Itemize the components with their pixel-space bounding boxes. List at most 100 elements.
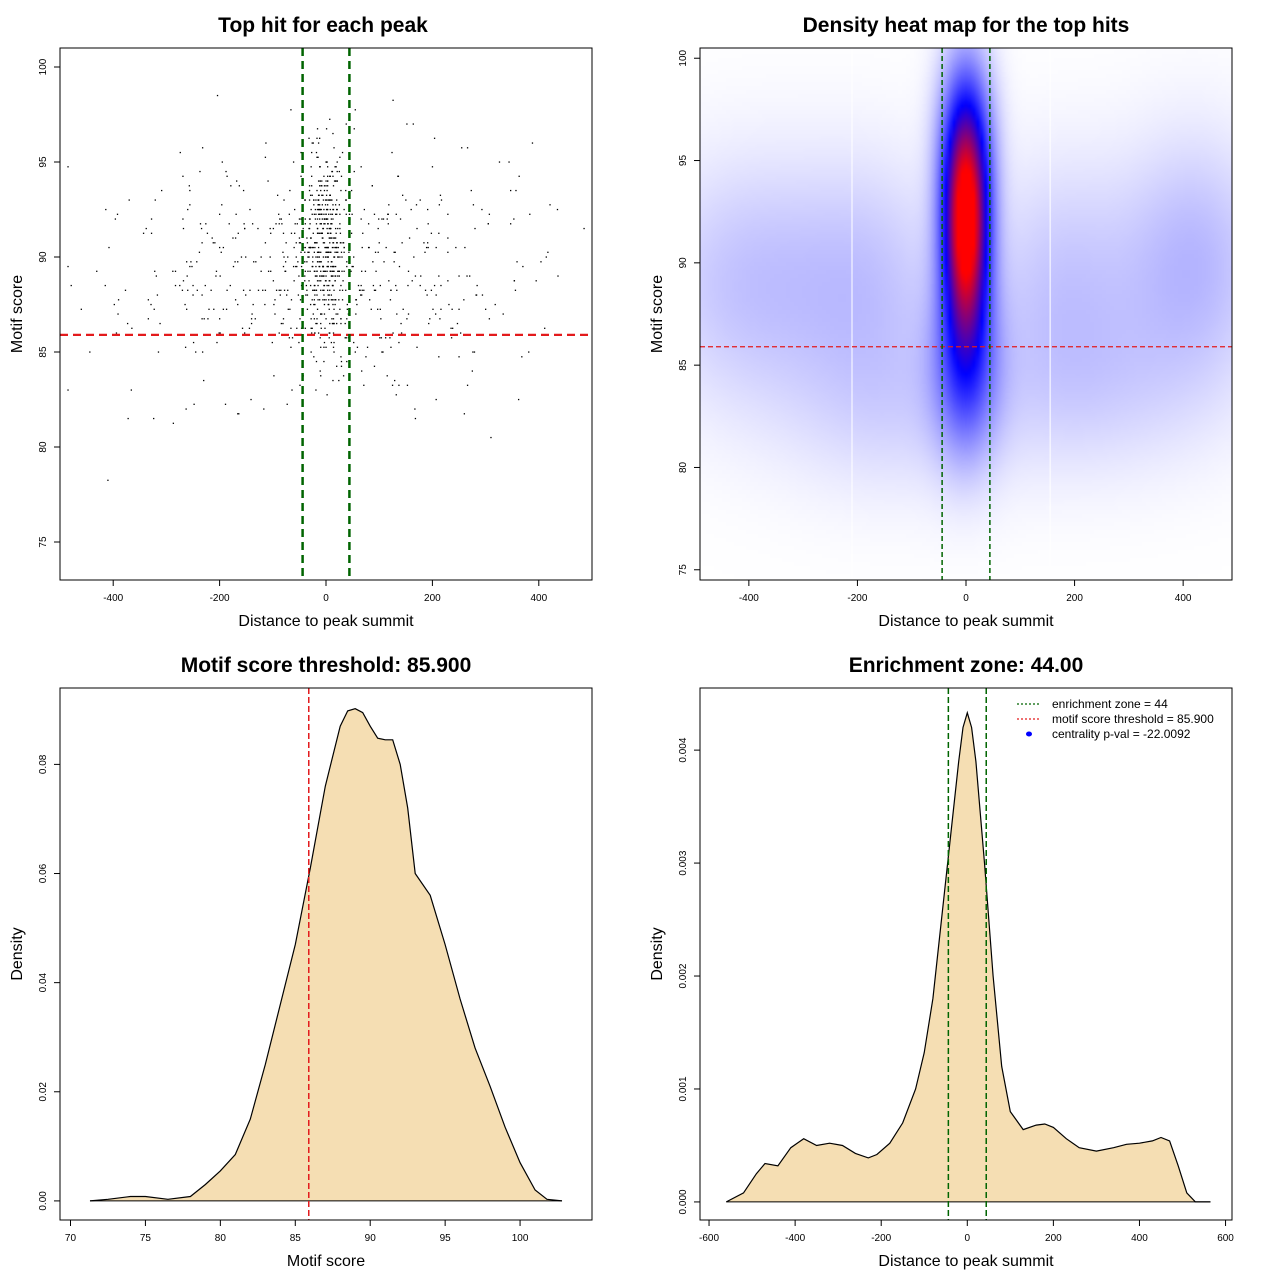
data-point <box>332 204 334 206</box>
data-point <box>373 213 376 215</box>
data-point <box>313 356 315 358</box>
data-point <box>518 175 520 177</box>
data-point <box>353 341 355 344</box>
data-point <box>315 242 317 244</box>
data-point <box>466 384 469 386</box>
data-point <box>321 213 323 215</box>
y-tick-label: 0.002 <box>678 963 689 988</box>
data-point <box>438 356 440 358</box>
y-tick-label: 85 <box>38 346 49 358</box>
data-point <box>299 299 302 301</box>
data-point <box>220 251 222 253</box>
data-point <box>272 280 275 282</box>
data-point <box>334 303 336 306</box>
data-point <box>434 313 437 315</box>
data-point <box>313 284 315 287</box>
data-point <box>296 223 298 225</box>
data-point <box>502 313 504 315</box>
data-point <box>311 327 313 329</box>
data-point <box>323 341 326 344</box>
data-point <box>117 313 119 315</box>
data-point <box>413 256 415 258</box>
data-point <box>313 318 315 320</box>
data-point <box>314 218 317 220</box>
data-point <box>329 242 331 244</box>
data-point <box>343 246 345 249</box>
data-point <box>313 199 315 201</box>
data-point <box>193 403 195 405</box>
data-point <box>154 199 156 201</box>
data-point <box>322 194 324 196</box>
y-tick-label: 0.000 <box>678 1189 689 1214</box>
data-point <box>331 199 333 201</box>
data-point <box>313 289 315 291</box>
data-point <box>80 308 82 310</box>
data-point <box>487 223 489 225</box>
y-tick-label: 0.02 <box>38 1082 49 1102</box>
data-point <box>219 246 221 249</box>
data-point <box>306 289 308 291</box>
data-point <box>257 289 260 291</box>
data-point <box>336 251 338 253</box>
data-point <box>438 275 440 277</box>
data-point <box>338 170 340 173</box>
data-point <box>230 185 232 187</box>
data-point <box>345 189 347 192</box>
data-point <box>204 284 206 287</box>
data-point <box>334 265 337 268</box>
data-point <box>308 189 311 192</box>
data-point <box>455 246 457 249</box>
data-point <box>315 360 318 363</box>
data-point <box>402 194 404 196</box>
data-point <box>326 394 328 396</box>
data-point <box>196 261 198 263</box>
data-point <box>392 99 394 101</box>
data-point <box>297 294 300 296</box>
data-point <box>222 246 225 249</box>
data-point <box>326 166 329 168</box>
data-point <box>510 189 512 192</box>
data-point <box>130 389 132 391</box>
data-point <box>207 318 209 320</box>
data-point <box>419 284 421 287</box>
data-point <box>319 223 321 225</box>
data-point <box>199 170 201 173</box>
data-point <box>340 189 342 192</box>
data-point <box>514 289 517 291</box>
data-point <box>416 227 418 230</box>
distance-density-y-ticks: 0.000 0.001 0.002 0.003 0.004 <box>678 737 700 1214</box>
data-point <box>450 327 452 329</box>
data-point <box>330 232 332 234</box>
data-point <box>345 213 347 215</box>
data-point <box>319 232 321 234</box>
data-point <box>329 199 331 201</box>
data-point <box>380 318 382 320</box>
x-tick-label: 0 <box>965 1233 971 1244</box>
data-point <box>338 270 340 272</box>
data-point <box>435 294 437 296</box>
data-point <box>369 299 371 301</box>
data-point <box>319 261 321 263</box>
data-point <box>439 318 441 320</box>
y-tick-label: 90 <box>678 257 689 269</box>
data-point <box>531 142 534 144</box>
data-point <box>583 227 585 230</box>
data-point <box>540 261 542 263</box>
scatter-x-label: Distance to peak summit <box>238 613 414 630</box>
data-point <box>315 265 317 268</box>
data-point <box>435 398 437 401</box>
data-point <box>331 170 334 173</box>
distance-density-panel: Enrichment zone: 44.00 -600 -400 -200 0 200 4… <box>649 654 1234 1270</box>
data-point <box>320 270 322 272</box>
data-point <box>374 289 377 291</box>
x-tick-label: 200 <box>1066 593 1083 604</box>
data-point <box>229 284 231 287</box>
data-point <box>337 275 339 277</box>
data-point <box>330 294 333 296</box>
data-point <box>316 270 318 272</box>
data-point <box>494 303 496 306</box>
data-point <box>389 299 392 301</box>
data-point <box>346 303 348 306</box>
data-point <box>322 265 324 268</box>
data-point <box>279 294 281 296</box>
